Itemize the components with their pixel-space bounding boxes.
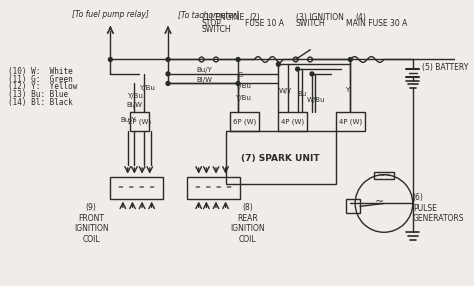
Bar <box>230 112 259 132</box>
Text: W/Y: W/Y <box>278 88 292 94</box>
Circle shape <box>166 82 170 86</box>
Text: (13) Bu: Blue: (13) Bu: Blue <box>8 90 68 99</box>
Text: (6)
PULSE
GENERATORS: (6) PULSE GENERATORS <box>413 193 464 223</box>
Text: MAIN FUSE 30 A: MAIN FUSE 30 A <box>346 19 407 28</box>
Circle shape <box>236 82 240 86</box>
Circle shape <box>310 72 314 76</box>
Text: Bu/Y: Bu/Y <box>120 117 136 123</box>
Circle shape <box>236 57 240 61</box>
Circle shape <box>296 67 300 71</box>
Text: STOP: STOP <box>201 19 221 28</box>
Text: [To tachometer]: [To tachometer] <box>178 10 238 19</box>
Bar <box>110 176 163 199</box>
Text: (1) ENGINE: (1) ENGINE <box>201 13 244 22</box>
Text: W/Bu: W/Bu <box>307 97 326 103</box>
Bar <box>374 172 393 180</box>
Text: Bu: Bu <box>298 91 307 97</box>
Bar <box>336 112 365 132</box>
Text: =  =  =  =: = = = = <box>118 184 155 190</box>
Text: Y/Bu: Y/Bu <box>139 85 155 91</box>
Text: (9)
FRONT
IGNITION
COIL: (9) FRONT IGNITION COIL <box>74 203 109 244</box>
Circle shape <box>348 57 352 61</box>
Text: ~: ~ <box>374 196 384 206</box>
Text: Y/Bu: Y/Bu <box>127 93 143 99</box>
Circle shape <box>166 57 170 61</box>
Text: (11) G:  Green: (11) G: Green <box>8 75 73 84</box>
Circle shape <box>166 72 170 76</box>
Text: [To fuel pump relay]: [To fuel pump relay] <box>72 10 149 19</box>
Text: Bl/W: Bl/W <box>197 77 213 83</box>
Bar <box>187 176 240 199</box>
Bar <box>129 112 149 132</box>
Text: (5) BATTERY: (5) BATTERY <box>422 63 469 72</box>
Text: (14) Bl: Black: (14) Bl: Black <box>8 98 73 107</box>
Text: Y/Bu: Y/Bu <box>235 83 251 89</box>
Text: SWITCH: SWITCH <box>201 25 231 34</box>
Text: (12) Y:  Yellow: (12) Y: Yellow <box>8 82 77 91</box>
Text: 2P (W): 2P (W) <box>128 119 151 125</box>
Text: SWITCH: SWITCH <box>296 19 325 28</box>
Text: =  =  =  =: = = = = <box>195 184 232 190</box>
Text: 4P (W): 4P (W) <box>281 119 304 125</box>
Bar <box>226 132 336 184</box>
Text: (4): (4) <box>355 13 366 22</box>
Text: (7) SPARK UNIT: (7) SPARK UNIT <box>241 154 319 163</box>
Text: (8)
REAR
IGNITION
COIL: (8) REAR IGNITION COIL <box>230 203 265 244</box>
Circle shape <box>109 57 112 61</box>
Text: (10) W:  White: (10) W: White <box>8 67 73 76</box>
Text: (2): (2) <box>250 13 260 22</box>
Circle shape <box>276 62 280 66</box>
Text: 4P (W): 4P (W) <box>339 119 362 125</box>
Text: (3) IGNITION: (3) IGNITION <box>296 13 344 22</box>
Text: ~~: ~~ <box>377 171 391 180</box>
Text: Bl/W: Bl/W <box>127 102 143 108</box>
Bar <box>346 199 360 213</box>
Text: Y/Bu: Y/Bu <box>235 95 251 101</box>
Text: G: G <box>238 72 244 78</box>
Text: Y: Y <box>346 87 350 93</box>
Bar <box>278 112 307 132</box>
Text: FUSE 10 A: FUSE 10 A <box>245 19 284 28</box>
Text: Bu/Y: Bu/Y <box>197 67 213 73</box>
Text: 6P (W): 6P (W) <box>233 119 256 125</box>
